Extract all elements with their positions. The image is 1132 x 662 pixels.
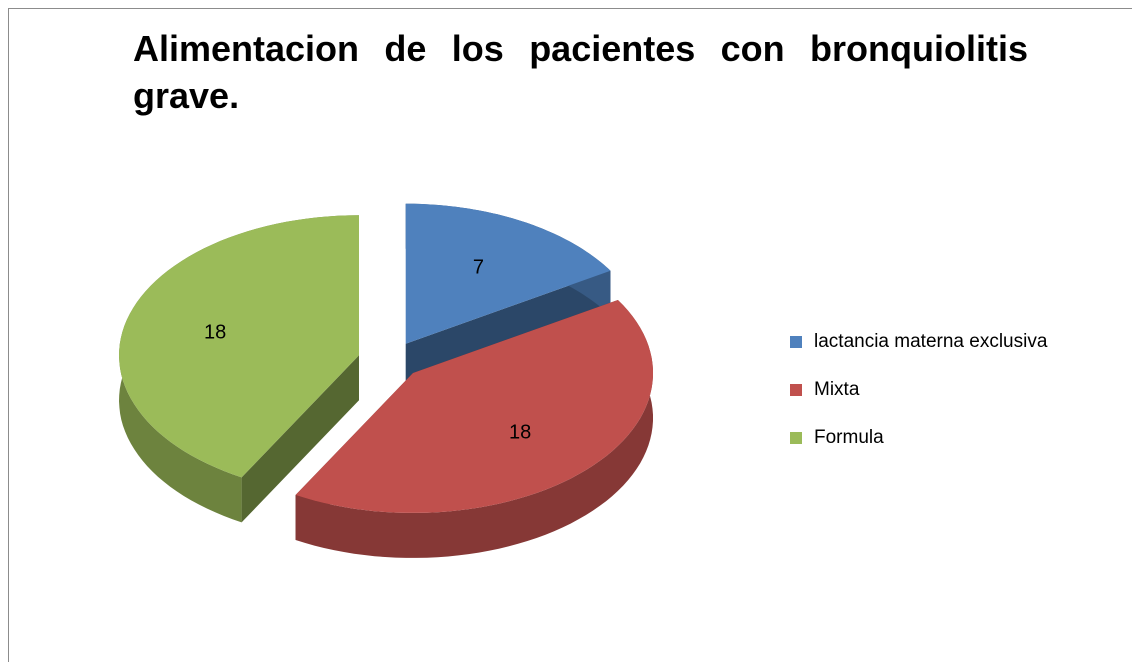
legend-label: Mixta [814, 379, 860, 400]
data-label: 18 [204, 322, 226, 344]
slice-outer-wall [295, 300, 653, 558]
slice [295, 300, 653, 513]
chart-frame [8, 8, 1132, 662]
legend-label: Formula [814, 427, 884, 448]
legend-swatch [790, 432, 802, 444]
slice [405, 203, 611, 344]
legend-swatch [790, 384, 802, 396]
data-label: 18 [509, 421, 531, 443]
slice [119, 215, 359, 478]
data-label: 7 [473, 256, 484, 278]
slice-side-wall [241, 355, 359, 523]
legend-label: lactancia materna exclusiva [814, 331, 1048, 352]
chart-title: Alimentacion de los pacientes con bronqu… [133, 28, 1028, 116]
legend-swatch [790, 336, 802, 348]
